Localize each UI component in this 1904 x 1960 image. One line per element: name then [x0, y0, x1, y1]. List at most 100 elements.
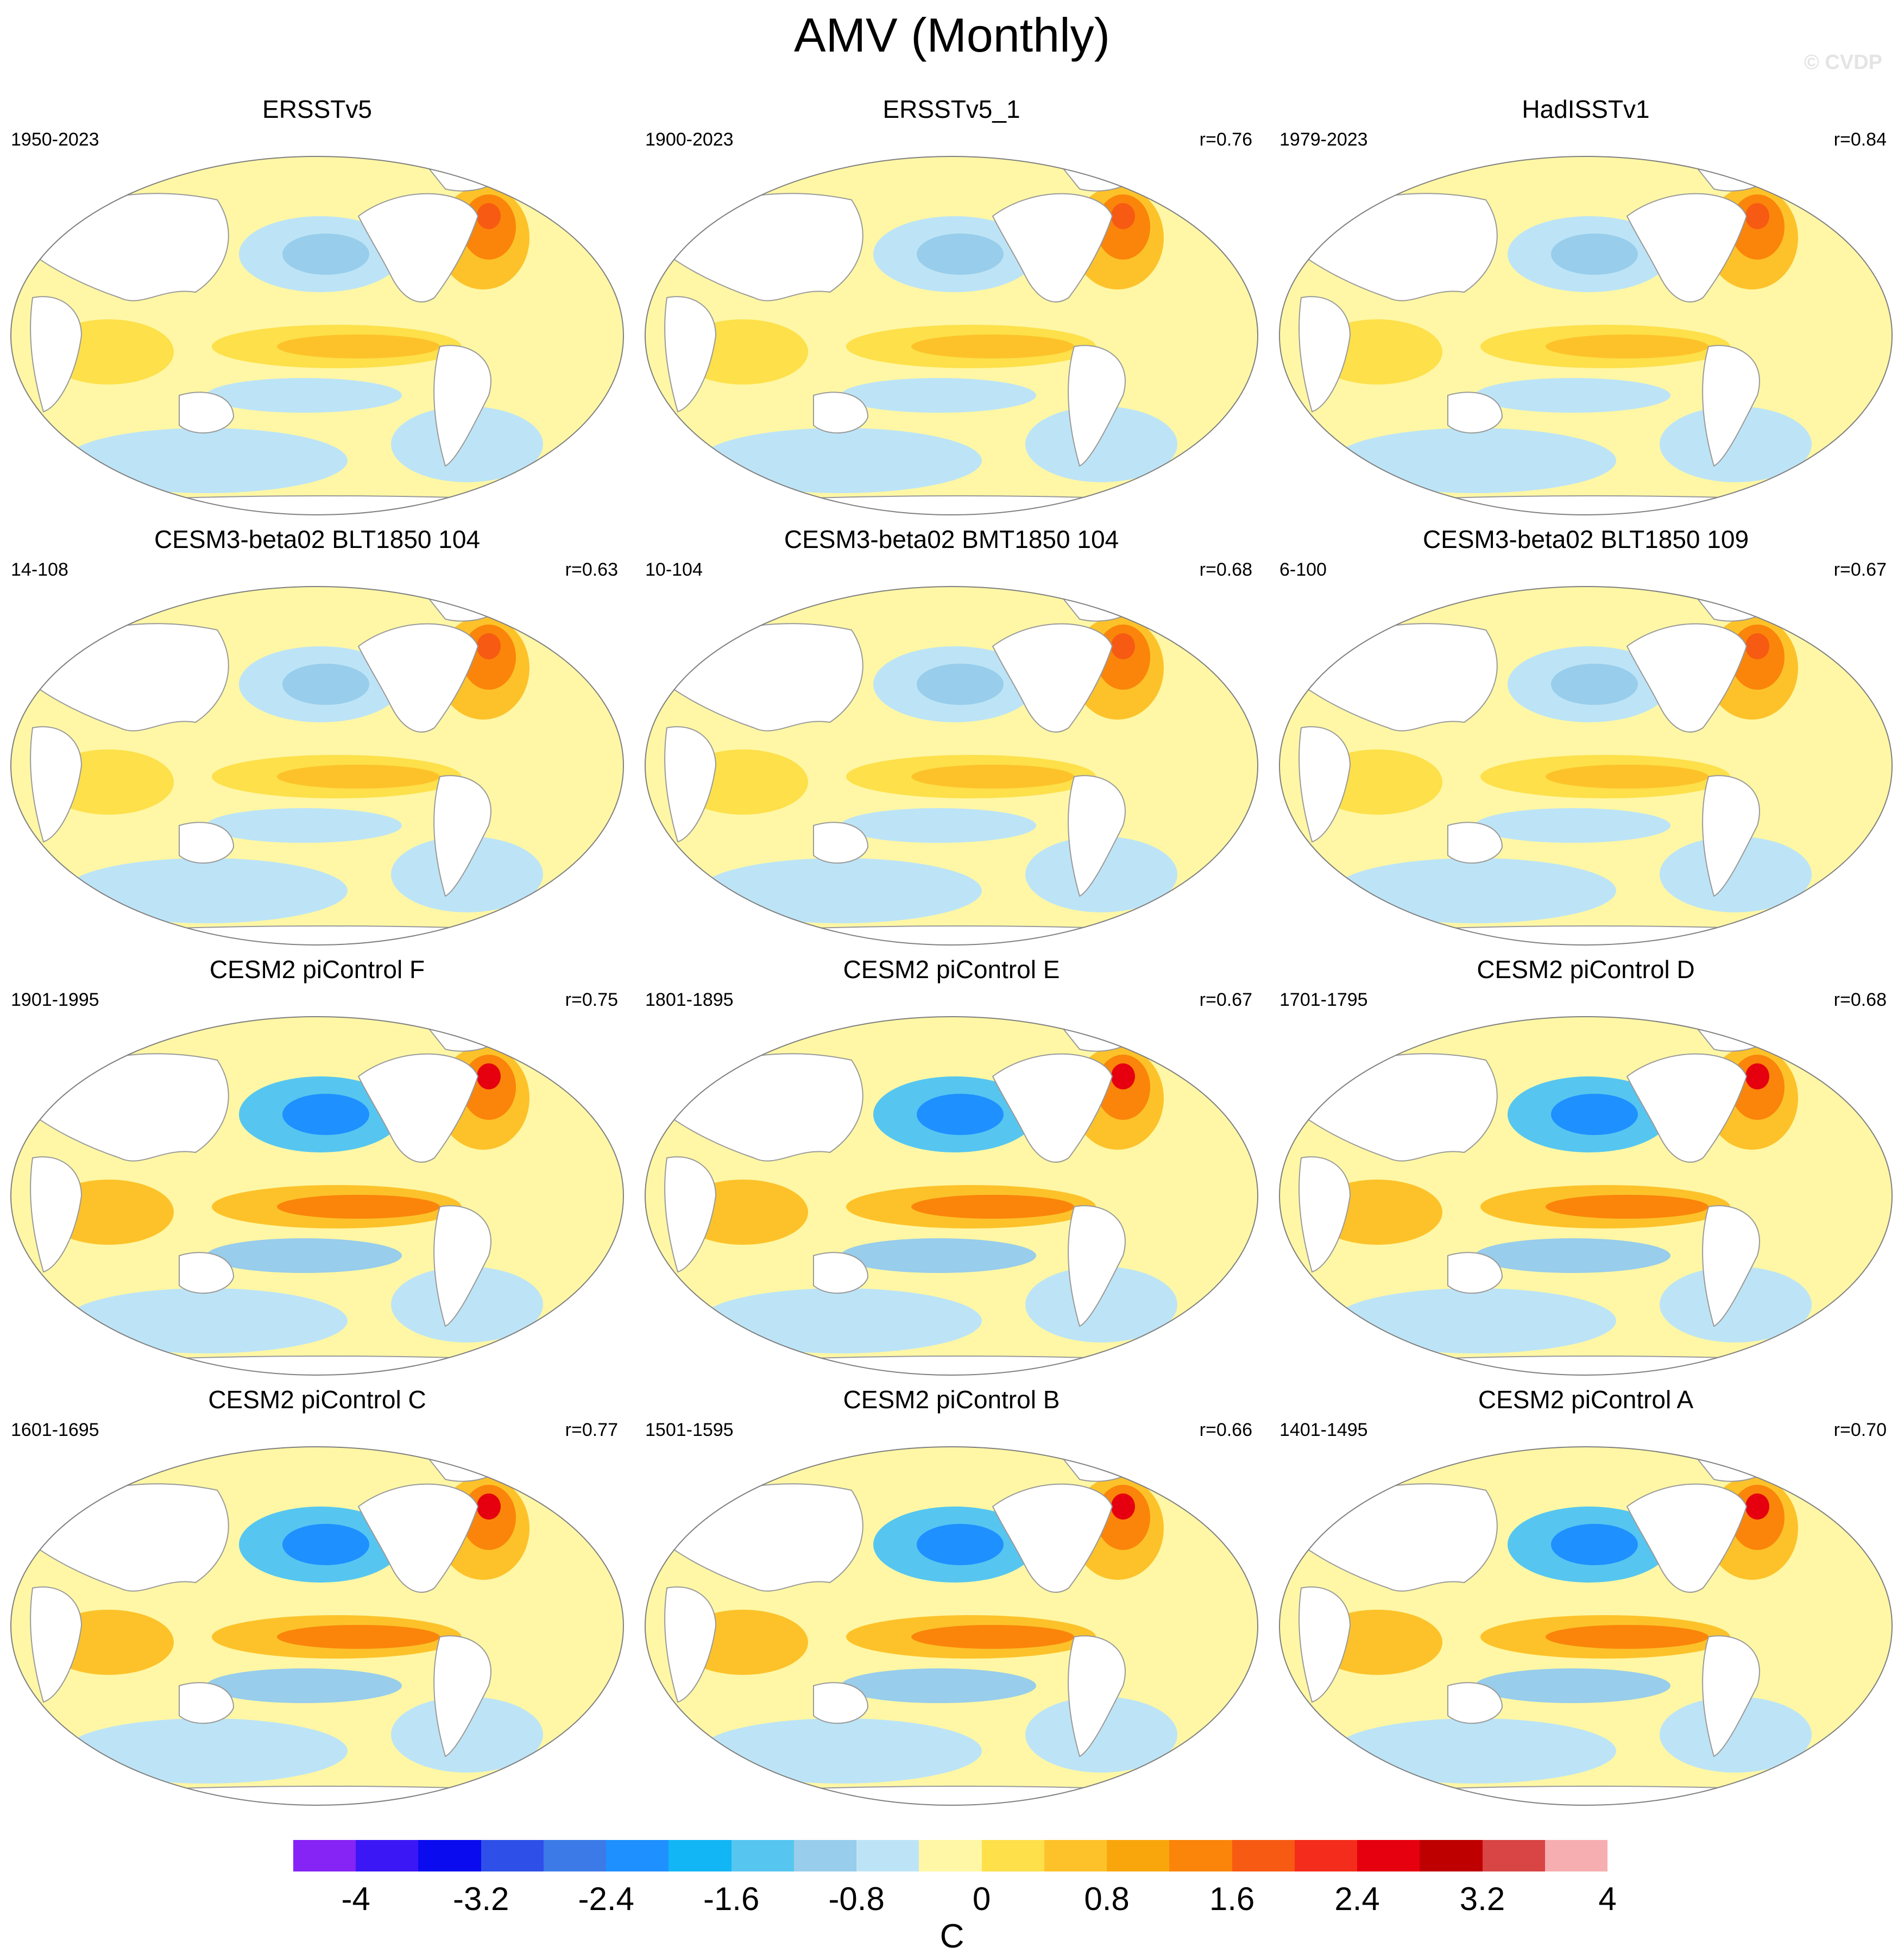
- map-outline: [645, 1016, 1258, 1376]
- panel-period: 14-108: [11, 559, 68, 580]
- sst-anomaly-region: [1025, 836, 1177, 912]
- landmass: [1447, 1252, 1503, 1294]
- colorbar-tick-label: 1.6: [1209, 1881, 1255, 1917]
- map-outline: [645, 156, 1258, 515]
- landmass: [433, 775, 491, 897]
- sst-anomaly-region: [391, 1266, 543, 1343]
- landmass: [664, 1586, 717, 1703]
- sst-anomaly-region: [206, 1238, 402, 1273]
- landmass: [179, 1252, 235, 1294]
- sst-anomaly-region: [391, 836, 543, 912]
- map-outline: [10, 586, 624, 946]
- sst-anomaly-region: [917, 1524, 1004, 1565]
- colorbar-tick-label: -0.8: [828, 1881, 885, 1917]
- map-svg: [1279, 586, 1893, 946]
- sst-anomaly-region: [1111, 1063, 1135, 1089]
- map-outline: [645, 1446, 1258, 1806]
- sst-anomaly-region: [1025, 1697, 1177, 1773]
- map-svg: [10, 1446, 624, 1806]
- panel-correlation: r=0.66: [1199, 1420, 1252, 1440]
- sst-anomaly-region: [1546, 1195, 1708, 1219]
- landmass: [179, 392, 235, 434]
- sst-anomaly-region: [1546, 335, 1708, 358]
- colorbar-swatch: [1169, 1840, 1233, 1871]
- sst-anomaly-region: [841, 378, 1036, 413]
- sst-anomaly-region: [206, 378, 402, 413]
- sst-anomaly-region: [1745, 1063, 1769, 1089]
- landmass: [1702, 345, 1760, 467]
- landmass: [54, 1786, 598, 1805]
- panel-title: ERSSTv5: [262, 95, 372, 123]
- panel-correlation: r=0.68: [1199, 559, 1252, 580]
- colorbar-swatch: [356, 1840, 419, 1871]
- sst-anomaly-region: [1660, 406, 1812, 482]
- landmass: [433, 1635, 491, 1757]
- sst-anomaly-region: [917, 1094, 1004, 1135]
- panel-title: CESM3-beta02 BLT1850 104: [154, 525, 481, 553]
- sst-anomaly-region: [1546, 765, 1708, 789]
- sst-anomaly-region: [1546, 1625, 1708, 1649]
- sst-anomaly-region: [699, 858, 982, 923]
- map-panel: ERSSTv5 1950-2023: [0, 91, 634, 537]
- map-panel: CESM2 piControl A 1401-1495 r=0.70: [1269, 1382, 1903, 1827]
- colorbar-tick-label: 0: [972, 1881, 991, 1917]
- landmass: [1068, 1635, 1126, 1757]
- panel-title: CESM2 piControl D: [1477, 955, 1695, 984]
- landmass: [357, 193, 479, 302]
- sst-anomaly-region: [1660, 1266, 1812, 1343]
- sst-anomaly-region: [1025, 406, 1177, 482]
- colorbar-swatch: [981, 1840, 1045, 1871]
- panel-title: CESM2 piControl A: [1478, 1385, 1694, 1414]
- sst-anomaly-region: [282, 1094, 369, 1135]
- landmass: [1626, 193, 1748, 302]
- sst-anomaly-region: [282, 664, 369, 705]
- panel-title: CESM2 piControl B: [843, 1385, 1060, 1414]
- map-svg: [10, 586, 624, 946]
- sst-anomaly-region: [1475, 378, 1670, 413]
- landmass: [992, 1483, 1113, 1593]
- map-svg: [1279, 1016, 1893, 1376]
- landmass: [1298, 296, 1351, 413]
- landmass: [433, 345, 491, 467]
- colorbar-tick-label: -4: [341, 1881, 370, 1917]
- landmass: [1626, 1053, 1748, 1163]
- sst-anomaly-region: [1111, 203, 1135, 229]
- panel-correlation: r=0.75: [565, 990, 618, 1010]
- sst-anomaly-region: [206, 808, 402, 843]
- colorbar-swatch: [669, 1840, 732, 1871]
- sst-anomaly-region: [1660, 836, 1812, 912]
- sst-anomaly-region: [65, 428, 348, 493]
- map-svg: [10, 156, 624, 515]
- landmass: [664, 1156, 717, 1273]
- sst-anomaly-region: [1551, 664, 1638, 705]
- panel-period: 1900-2023: [645, 129, 734, 150]
- landmass: [30, 1586, 83, 1703]
- colorbar-tick-label: -1.6: [703, 1881, 760, 1917]
- panel-correlation: r=0.63: [565, 559, 618, 580]
- colorbar-swatch: [418, 1840, 482, 1871]
- landmass: [813, 392, 869, 434]
- landmass: [30, 296, 83, 413]
- sst-anomaly-region: [841, 1238, 1036, 1273]
- map-panel: CESM3-beta02 BLT1850 104 14-108 r=0.63: [0, 521, 634, 967]
- panel-title: CESM2 piControl E: [843, 955, 1060, 984]
- sst-anomaly-region: [911, 765, 1074, 789]
- sst-anomaly-region: [917, 234, 1004, 275]
- landmass: [1626, 1483, 1748, 1593]
- landmass: [357, 1053, 479, 1163]
- panel-title: CESM2 piControl C: [208, 1385, 426, 1414]
- map-outline: [10, 1016, 624, 1376]
- landmass: [992, 1053, 1113, 1163]
- panel-title: CESM3-beta02 BLT1850 109: [1422, 525, 1749, 553]
- sst-anomaly-region: [1111, 1493, 1135, 1520]
- colorbar-swatch: [919, 1840, 982, 1871]
- colorbar-swatch: [1044, 1840, 1107, 1871]
- sst-anomaly-region: [841, 808, 1036, 843]
- panel-correlation: r=0.77: [565, 1420, 618, 1440]
- map-panel: CESM3-beta02 BLT1850 109 6-100 r=0.67: [1269, 521, 1903, 967]
- map-panel: HadISSTv1 1979-2023 r=0.84: [1269, 91, 1903, 537]
- landmass: [664, 296, 717, 413]
- sst-anomaly-region: [1551, 1524, 1638, 1565]
- colorbar: [293, 1840, 1608, 1871]
- colorbar-tick-label: 2.4: [1334, 1881, 1380, 1917]
